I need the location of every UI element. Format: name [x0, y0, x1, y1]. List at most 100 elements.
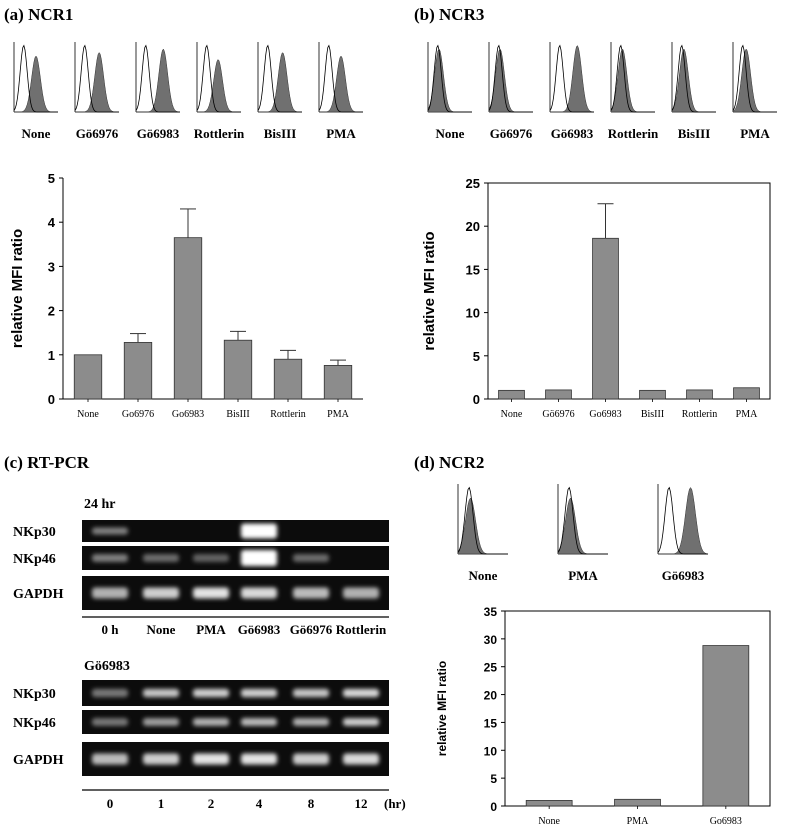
gel-lane-label: 8 — [308, 796, 315, 811]
histogram: PMA — [557, 484, 608, 583]
histogram-label: Gö6983 — [551, 126, 594, 141]
control-histogram — [549, 44, 594, 113]
stained-histogram — [488, 48, 533, 113]
plot-frame — [487, 182, 771, 400]
gel-band — [293, 718, 329, 726]
x-tick-label: BisIII — [226, 409, 249, 420]
gel-band — [293, 554, 329, 562]
gel-band — [92, 554, 128, 562]
panel-b-label: (b) NCR3 — [414, 5, 484, 24]
y-tick-label: 35 — [484, 605, 498, 619]
gel-band — [343, 753, 379, 765]
rt-pcr-gel: 24 hr NKp30 NKp46 GAPDH 0 h None PMA Gö6983 Gö69… — [13, 497, 406, 811]
y-tick-label: 20 — [484, 689, 498, 703]
gel-row-label: NKp46 — [13, 716, 56, 731]
x-tick-label: PMA — [736, 409, 758, 420]
x-tick-label: None — [538, 816, 560, 827]
stained-histogram — [671, 48, 716, 113]
histogram-label: PMA — [740, 126, 770, 141]
histogram-label: Gö6976 — [76, 126, 119, 141]
bar — [123, 342, 153, 400]
x-tick-label: None — [77, 409, 99, 420]
ncr3-bar-chart: 0 5 10 15 20 25 relative MFI ratio None Gö6976 Go… — [421, 176, 771, 420]
bar — [733, 387, 760, 400]
gel-band — [241, 718, 277, 726]
histogram-label: Rottlerin — [608, 126, 659, 141]
panel-a-label: (a) NCR1 — [4, 5, 73, 24]
histogram-label: None — [22, 126, 51, 141]
control-histogram — [557, 486, 608, 555]
bar — [545, 389, 572, 400]
control-histogram — [488, 44, 533, 113]
gel-band — [343, 587, 379, 599]
ncr1-histograms: None Gö6976 Gö6983 Rottlerin BisIII PMA — [13, 42, 363, 141]
histogram-label: None — [436, 126, 465, 141]
bar — [173, 237, 203, 400]
gel-band — [143, 587, 179, 599]
bar — [73, 354, 103, 400]
stained-histogram — [75, 52, 119, 113]
stained-histogram — [427, 48, 472, 113]
histogram: Gö6983 — [135, 42, 181, 141]
gel-band — [92, 688, 128, 698]
gel-band — [92, 753, 128, 765]
gel-band — [343, 688, 379, 698]
gel-lane-label: PMA — [196, 622, 226, 637]
histogram: Gö6983 — [657, 484, 709, 583]
gel-lane-label: Gö6976 — [290, 622, 333, 637]
x-tick-label: Go6983 — [172, 409, 204, 420]
stained-histogram — [610, 48, 655, 113]
stained-histogram — [732, 48, 777, 113]
y-axis-label: relative MFI ratio — [435, 661, 449, 756]
gel-band — [143, 753, 179, 765]
y-tick-label: 15 — [484, 716, 498, 730]
bar — [525, 800, 573, 807]
gel-band — [143, 688, 179, 698]
histogram: PMA — [318, 42, 363, 141]
histogram-label: None — [469, 568, 498, 583]
histogram: None — [457, 484, 508, 583]
y-tick-label: 3 — [48, 259, 55, 274]
ncr3-histograms: None Gö6976 Gö6983 Rottlerin BisIII PMA — [427, 42, 777, 141]
bar — [686, 389, 713, 400]
gel-strip — [82, 520, 389, 542]
gel-band — [143, 718, 179, 726]
y-tick-label: 25 — [484, 661, 498, 675]
bar — [273, 358, 303, 400]
histogram-label: Gö6983 — [137, 126, 180, 141]
ncr2-histograms: None PMA Gö6983 — [457, 484, 709, 583]
gel-lane-label: 0 — [107, 796, 114, 811]
x-tick-label: Rottlerin — [270, 409, 306, 420]
x-tick-label: Rottlerin — [682, 409, 718, 420]
control-histogram — [318, 44, 363, 113]
gel-row-label: GAPDH — [13, 587, 64, 602]
control-histogram — [74, 44, 119, 113]
y-tick-label: 20 — [466, 219, 480, 234]
histogram-label: Gö6976 — [490, 126, 533, 141]
y-tick-label: 4 — [48, 215, 56, 230]
y-tick-label: 5 — [490, 772, 497, 786]
y-axis-label: relative MFI ratio — [9, 229, 26, 348]
control-histogram — [135, 44, 180, 113]
bar — [702, 645, 750, 807]
control-histogram — [732, 44, 777, 113]
control-histogram — [457, 486, 508, 555]
bar — [614, 798, 661, 807]
gel-lane-label: None — [147, 622, 176, 637]
bar — [323, 365, 353, 400]
gel-row-label: GAPDH — [13, 753, 64, 768]
histogram: Gö6976 — [74, 42, 119, 141]
histogram: Gö6976 — [488, 42, 533, 141]
gel-strip — [82, 680, 389, 706]
ncr1-bar-chart: 0 1 2 3 4 5 relative MFI ratio None Go6976 Go6983… — [9, 171, 363, 420]
x-tick-label: None — [501, 409, 523, 420]
stained-histogram — [658, 487, 709, 555]
y-tick-label: 2 — [48, 304, 55, 319]
gel-lane-label: Rottlerin — [336, 622, 387, 637]
gel-band — [92, 527, 128, 535]
gel-lane-label: Gö6983 — [238, 622, 281, 637]
histogram: None — [427, 42, 472, 141]
gel-band — [193, 753, 229, 765]
y-tick-label: 10 — [484, 744, 498, 758]
